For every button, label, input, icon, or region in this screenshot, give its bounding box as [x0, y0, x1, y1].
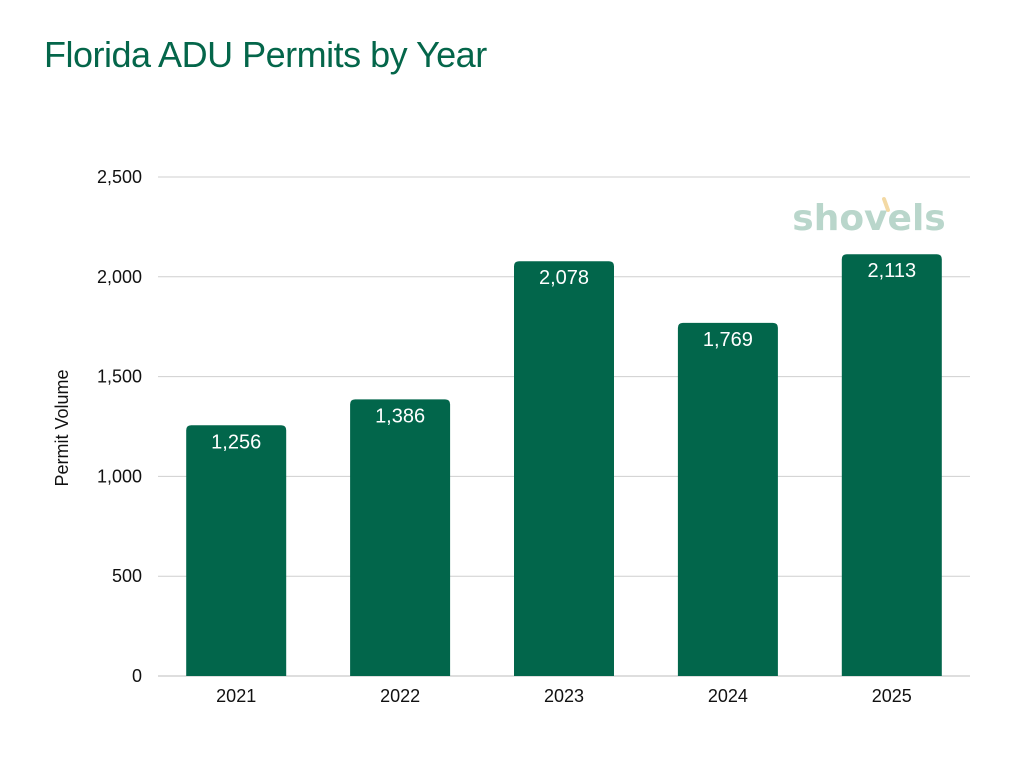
x-tick-label: 2023: [544, 686, 584, 706]
bar-2023: [514, 261, 614, 676]
bar-2024: [677, 322, 778, 676]
y-axis-label: Permit Volume: [52, 369, 72, 486]
bars: [186, 254, 942, 677]
x-tick-label: 2022: [380, 686, 420, 706]
y-tick-label: 1,500: [97, 367, 142, 387]
logo-accent-mark: [882, 197, 890, 212]
shovels-logo: shovels: [792, 197, 946, 239]
x-tick-label: 2025: [872, 686, 912, 706]
data-label: 1,386: [375, 405, 425, 427]
y-tick-label: 0: [132, 666, 142, 686]
data-label: 1,256: [211, 431, 261, 453]
x-axis-ticks: 2021 2022 2023 2024 2025: [216, 686, 912, 706]
bar-2025: [841, 254, 942, 677]
y-tick-label: 1,000: [97, 466, 142, 486]
y-tick-label: 2,000: [97, 267, 142, 287]
x-tick-label: 2021: [216, 686, 256, 706]
y-tick-label: 500: [112, 566, 142, 586]
y-axis-ticks: 0 500 1,000 1,500 2,000 2,500: [97, 167, 142, 686]
shovels-logo-text: shovels: [792, 198, 945, 239]
y-tick-label: 2,500: [97, 167, 142, 187]
chart-title: Florida ADU Permits by Year: [44, 34, 487, 75]
data-label: 2,078: [539, 267, 589, 289]
bar-2022: [350, 399, 451, 676]
data-label: 2,113: [868, 260, 917, 282]
x-tick-label: 2024: [708, 686, 748, 706]
data-label: 1,769: [703, 329, 753, 351]
bar-2021: [186, 425, 287, 676]
data-labels: 1,256 1,386 2,078 1,769 2,113: [211, 260, 916, 453]
